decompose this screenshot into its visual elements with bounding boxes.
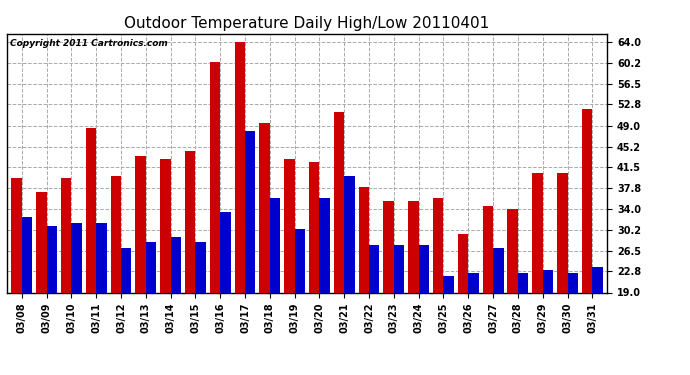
Bar xyxy=(419,245,429,292)
Bar xyxy=(121,248,131,292)
Bar xyxy=(369,245,380,292)
Bar xyxy=(245,131,255,292)
Bar xyxy=(359,187,369,292)
Bar xyxy=(86,128,96,292)
Bar xyxy=(483,206,493,292)
Bar xyxy=(96,223,107,292)
Bar xyxy=(170,237,181,292)
Bar xyxy=(344,176,355,292)
Bar xyxy=(235,42,245,292)
Bar xyxy=(36,192,47,292)
Bar xyxy=(309,162,319,292)
Bar xyxy=(507,209,518,292)
Bar xyxy=(384,201,394,292)
Bar xyxy=(493,248,504,292)
Text: Copyright 2011 Cartronics.com: Copyright 2011 Cartronics.com xyxy=(10,39,168,48)
Bar xyxy=(408,201,419,292)
Bar xyxy=(270,198,280,292)
Bar xyxy=(518,273,529,292)
Bar xyxy=(567,273,578,292)
Bar xyxy=(61,178,71,292)
Bar xyxy=(110,176,121,292)
Bar xyxy=(22,217,32,292)
Bar xyxy=(444,276,454,292)
Bar xyxy=(220,212,230,292)
Bar xyxy=(160,159,170,292)
Bar xyxy=(135,156,146,292)
Bar xyxy=(532,173,543,292)
Bar xyxy=(592,267,603,292)
Bar xyxy=(47,226,57,292)
Bar xyxy=(295,228,305,292)
Bar xyxy=(557,173,567,292)
Bar xyxy=(146,242,156,292)
Bar xyxy=(185,151,195,292)
Bar xyxy=(334,112,344,292)
Bar xyxy=(458,234,469,292)
Bar xyxy=(284,159,295,292)
Bar xyxy=(394,245,404,292)
Bar xyxy=(469,273,479,292)
Bar xyxy=(433,198,444,292)
Bar xyxy=(319,198,330,292)
Bar xyxy=(195,242,206,292)
Bar xyxy=(11,178,22,292)
Bar xyxy=(582,109,592,292)
Bar xyxy=(71,223,82,292)
Bar xyxy=(543,270,553,292)
Title: Outdoor Temperature Daily High/Low 20110401: Outdoor Temperature Daily High/Low 20110… xyxy=(124,16,490,31)
Bar xyxy=(210,62,220,292)
Bar xyxy=(259,123,270,292)
